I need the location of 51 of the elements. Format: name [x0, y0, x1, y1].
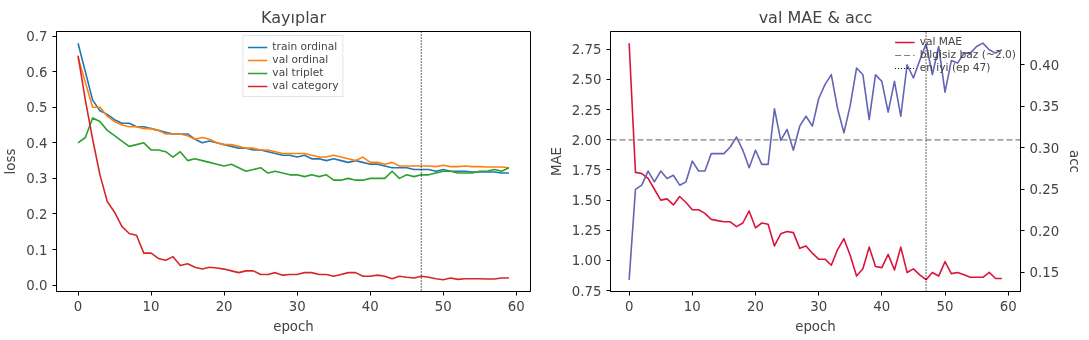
y2-tick-label: 0.20 — [1029, 223, 1060, 239]
y-tick-label: 1.00 — [571, 253, 602, 269]
x-tick-label: 10 — [683, 298, 701, 314]
y2-tick-label: 0.15 — [1029, 265, 1060, 281]
legend-label: val MAE — [919, 35, 963, 48]
x-tick-label: 40 — [873, 298, 891, 314]
x-tick-label: 40 — [361, 298, 379, 314]
y-tick-label: 2.50 — [571, 72, 602, 88]
y-tick-label: 0.5 — [26, 100, 48, 116]
line-series — [77, 54, 510, 281]
x-tick-label: 30 — [288, 298, 306, 314]
y-tick-label: 1.50 — [571, 193, 602, 209]
x-tick-label: 20 — [747, 298, 764, 314]
x-tick-label: 0 — [624, 298, 634, 314]
y-tick-label: 2.25 — [571, 102, 602, 118]
y-tick-label: 0.0 — [26, 278, 48, 294]
y2-tick-label: 0.40 — [1029, 57, 1060, 73]
y2-axis-title: acc — [1067, 150, 1083, 173]
y-tick-label: 0.1 — [26, 242, 48, 258]
x-tick-label: 30 — [810, 298, 828, 314]
y-tick-label: 1.75 — [571, 162, 602, 178]
x-tick-label: 0 — [73, 298, 83, 314]
legend-label: val triplet — [272, 66, 324, 79]
y-axis-title: loss — [3, 148, 19, 175]
y2-tick-label: 0.25 — [1029, 182, 1060, 198]
x-tick-label: 60 — [999, 298, 1017, 314]
y2-tick-label: 0.35 — [1029, 99, 1060, 115]
x-tick-label: 10 — [142, 298, 160, 314]
y-tick-label: 0.6 — [26, 64, 48, 80]
y-axis-title: MAE — [548, 146, 564, 177]
line-series — [77, 117, 510, 181]
y-tick-label: 0.75 — [571, 283, 602, 299]
y-tick-label: 0.2 — [26, 206, 48, 222]
x-tick-label: 60 — [507, 298, 525, 314]
legend-label: val category — [272, 79, 339, 92]
y-tick-label: 0.7 — [26, 29, 48, 45]
y-tick-label: 0.4 — [26, 135, 48, 151]
y2-tick-label: 0.30 — [1029, 140, 1060, 156]
y-tick-label: 2.75 — [571, 42, 602, 58]
x-axis-title: epoch — [273, 318, 314, 334]
chart-title: val MAE & acc — [758, 7, 873, 27]
x-tick-label: 50 — [434, 298, 452, 314]
y-tick-label: 0.3 — [26, 171, 48, 187]
y-tick-label: 1.25 — [571, 223, 602, 239]
y-tick-label: 2.00 — [571, 132, 602, 148]
legend-label: train ordinal — [272, 40, 338, 53]
chart-title: Kayıplar — [261, 7, 327, 27]
x-axis-title: epoch — [795, 318, 836, 334]
x-tick-label: 20 — [215, 298, 233, 314]
legend-label: val ordinal — [272, 53, 329, 66]
x-tick-label: 50 — [936, 298, 954, 314]
